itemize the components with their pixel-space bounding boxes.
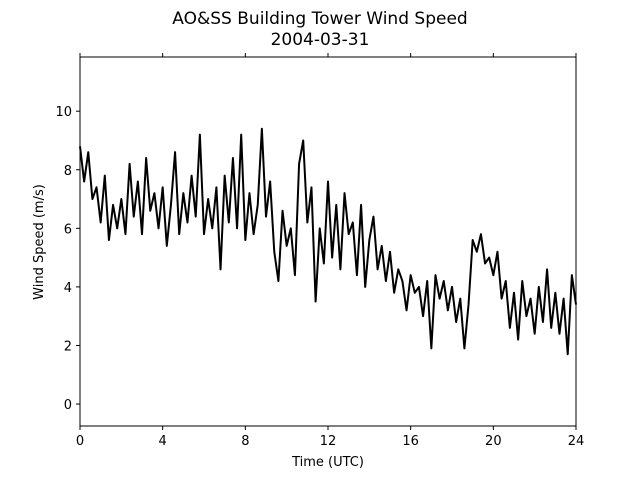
x-tick-label: 8 xyxy=(241,434,249,449)
data-line xyxy=(79,127,577,356)
x-tick-label: 0 xyxy=(76,434,84,449)
y-tick-label: 4 xyxy=(64,281,72,296)
y-tick-label: 10 xyxy=(55,105,72,120)
y-tick-label: 6 xyxy=(64,222,72,237)
x-tick-label: 16 xyxy=(402,434,419,449)
x-tick-label: 20 xyxy=(485,434,502,449)
x-tick-label: 4 xyxy=(159,434,167,449)
y-axis-label: Wind Speed (m/s) xyxy=(32,184,47,300)
chart-subtitle: 2004-03-31 xyxy=(271,30,370,50)
y-tick-label: 2 xyxy=(64,339,72,354)
x-tick-label: 12 xyxy=(320,434,337,449)
x-tick-label: 24 xyxy=(568,434,585,449)
x-axis-label: Time (UTC) xyxy=(291,455,364,470)
y-tick-label: 0 xyxy=(64,398,72,413)
plot-frame xyxy=(79,56,577,427)
chart-title: AO&SS Building Tower Wind Speed xyxy=(172,9,467,29)
y-tick-label: 8 xyxy=(64,164,72,179)
